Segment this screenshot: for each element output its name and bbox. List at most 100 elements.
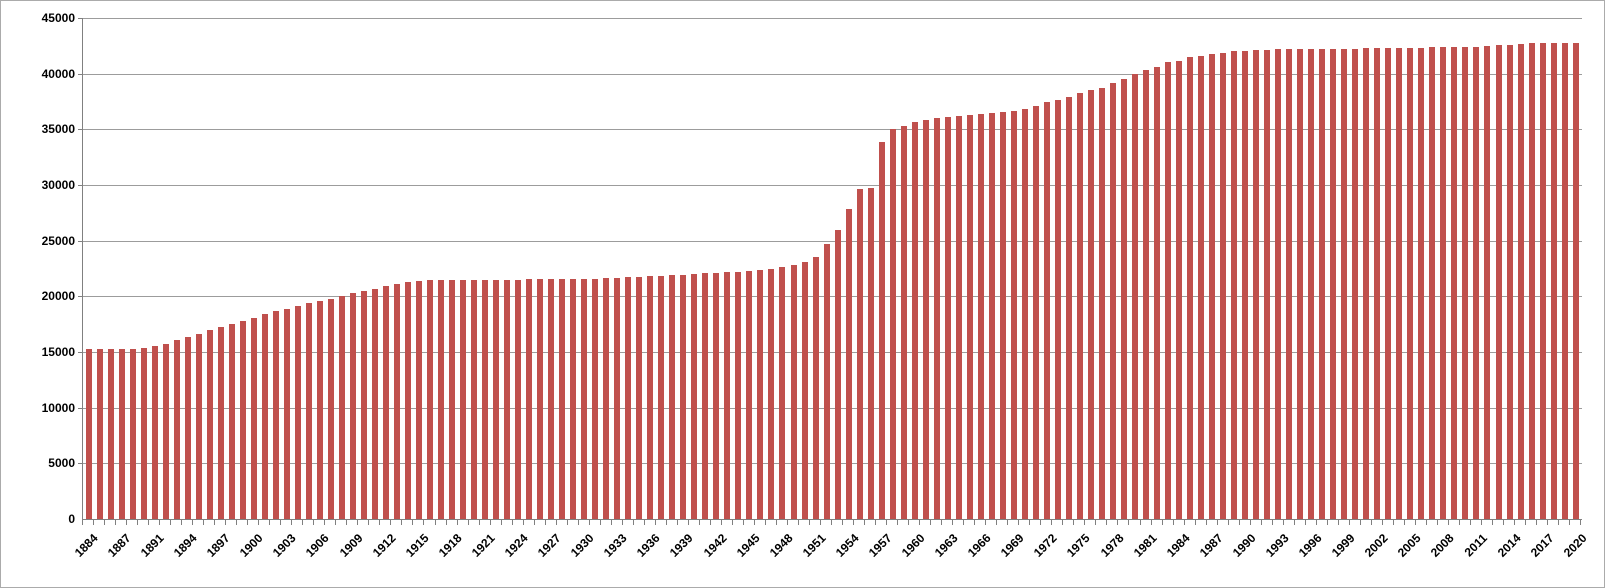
x-tickmark	[1172, 520, 1184, 525]
x-axis-label-2011: 2011	[1461, 531, 1491, 560]
x-tickmark	[1084, 520, 1095, 525]
y-axis-label-40000: 40000	[41, 67, 75, 81]
x-tickmark	[93, 520, 104, 525]
x-tickmark	[1381, 520, 1393, 525]
bar-slot-1933	[612, 18, 623, 519]
bar-1959	[900, 125, 907, 519]
bar-slot-1923	[502, 18, 513, 519]
bar-1924	[515, 279, 522, 519]
bar-slot-1945	[744, 18, 755, 519]
bar-1951	[812, 257, 819, 519]
x-tickmark	[1458, 520, 1470, 525]
bar-slot-2016	[1526, 18, 1537, 519]
x-tickmark	[1095, 520, 1106, 525]
bar-1958	[889, 129, 896, 519]
bar-slot-2006	[1416, 18, 1427, 519]
bar-1906	[316, 300, 323, 519]
bar-1971	[1032, 106, 1039, 519]
bar-slot-1907	[325, 18, 336, 519]
x-tickmark	[247, 520, 258, 525]
bar-1925	[526, 279, 533, 519]
x-axis-label-1930: 1930	[567, 531, 597, 560]
x-tickmark	[445, 520, 457, 525]
x-tickmark	[1359, 520, 1371, 525]
bar-1955	[856, 189, 863, 519]
x-axis-label-1936: 1936	[634, 531, 663, 560]
bar-slot-1964	[953, 18, 964, 519]
bar-1978	[1109, 83, 1116, 519]
x-tickmark	[996, 520, 1007, 525]
bar-1935	[636, 276, 643, 519]
bar-1889	[140, 348, 147, 519]
x-axis-label-1999: 1999	[1328, 531, 1358, 560]
bar-1967	[988, 113, 995, 519]
x-axis-label-1915: 1915	[402, 531, 432, 560]
x-tickmark	[742, 520, 754, 525]
x-tickmark	[1205, 520, 1217, 525]
bar-1983	[1165, 62, 1172, 519]
x-axis-label-1903: 1903	[270, 531, 299, 560]
bar-1952	[823, 244, 830, 519]
bar-2008	[1440, 47, 1447, 519]
bar-1923	[504, 279, 511, 519]
bar-slot-1887	[116, 18, 127, 519]
bar-1988	[1220, 52, 1227, 519]
bar-slot-1997	[1317, 18, 1328, 519]
x-axis-label-1948: 1948	[766, 531, 796, 560]
x-tickmark	[676, 520, 688, 525]
bar-slot-2004	[1394, 18, 1405, 519]
x-axis-labels: 1884 1887 1891 1894 1897 1900 1903 1906 1909 1912…	[72, 528, 1590, 587]
bar-slot-1952	[821, 18, 832, 519]
x-tickmark	[313, 520, 324, 525]
x-tickmark	[1062, 520, 1073, 525]
bar-slot-1965	[964, 18, 975, 519]
bar-slot-1912	[380, 18, 391, 519]
bar-1934	[625, 277, 632, 519]
gridline-30000	[83, 185, 1582, 186]
x-tickmark	[126, 520, 137, 525]
bar-1898	[228, 323, 235, 519]
x-tickmark	[632, 520, 644, 525]
x-tickmark	[192, 520, 203, 525]
bar-1997	[1319, 48, 1326, 519]
bar-slot-1915	[413, 18, 424, 519]
x-tickmark	[842, 520, 853, 525]
x-axis-label-2020: 2020	[1560, 531, 1590, 560]
bar-1943	[724, 272, 731, 519]
bar-slot-1988	[1218, 18, 1229, 519]
x-tickmark	[1514, 520, 1525, 525]
x-tickmark	[324, 520, 335, 525]
x-tickmark	[1238, 520, 1250, 525]
bar-slot-1941	[700, 18, 711, 519]
x-tickmark	[1227, 520, 1239, 525]
bar-slot-1943	[722, 18, 733, 519]
y-axis-label-0: 0	[68, 512, 75, 526]
bar-slot-2011	[1471, 18, 1482, 519]
bar-2011	[1473, 46, 1480, 519]
bar-1899	[239, 320, 246, 519]
x-tickmark	[357, 520, 368, 525]
bar-slot-1991	[1251, 18, 1262, 519]
y-axis-label-20000: 20000	[41, 289, 75, 303]
x-tickmark	[489, 520, 501, 525]
bar-slot-1972	[1041, 18, 1052, 519]
bar-2020	[1572, 43, 1579, 519]
bar-1954	[845, 209, 852, 519]
bar-slot-1949	[788, 18, 799, 519]
bar-1900	[250, 317, 257, 519]
bar-1892	[162, 343, 169, 519]
bar-1987	[1209, 53, 1216, 519]
bar-1998	[1330, 48, 1337, 519]
bar-1938	[669, 275, 676, 519]
x-tickmark	[1370, 520, 1382, 525]
bar-slot-1896	[204, 18, 215, 519]
bar-slot-1888	[127, 18, 138, 519]
bar-1904	[294, 305, 301, 519]
x-tickmark	[809, 520, 820, 525]
bar-1920	[471, 279, 478, 519]
y-axis-label-5000: 5000	[48, 456, 75, 470]
bar-slot-1893	[171, 18, 182, 519]
x-tickmark	[1282, 520, 1294, 525]
x-tickmark	[963, 520, 974, 525]
bar-slot-1904	[292, 18, 303, 519]
